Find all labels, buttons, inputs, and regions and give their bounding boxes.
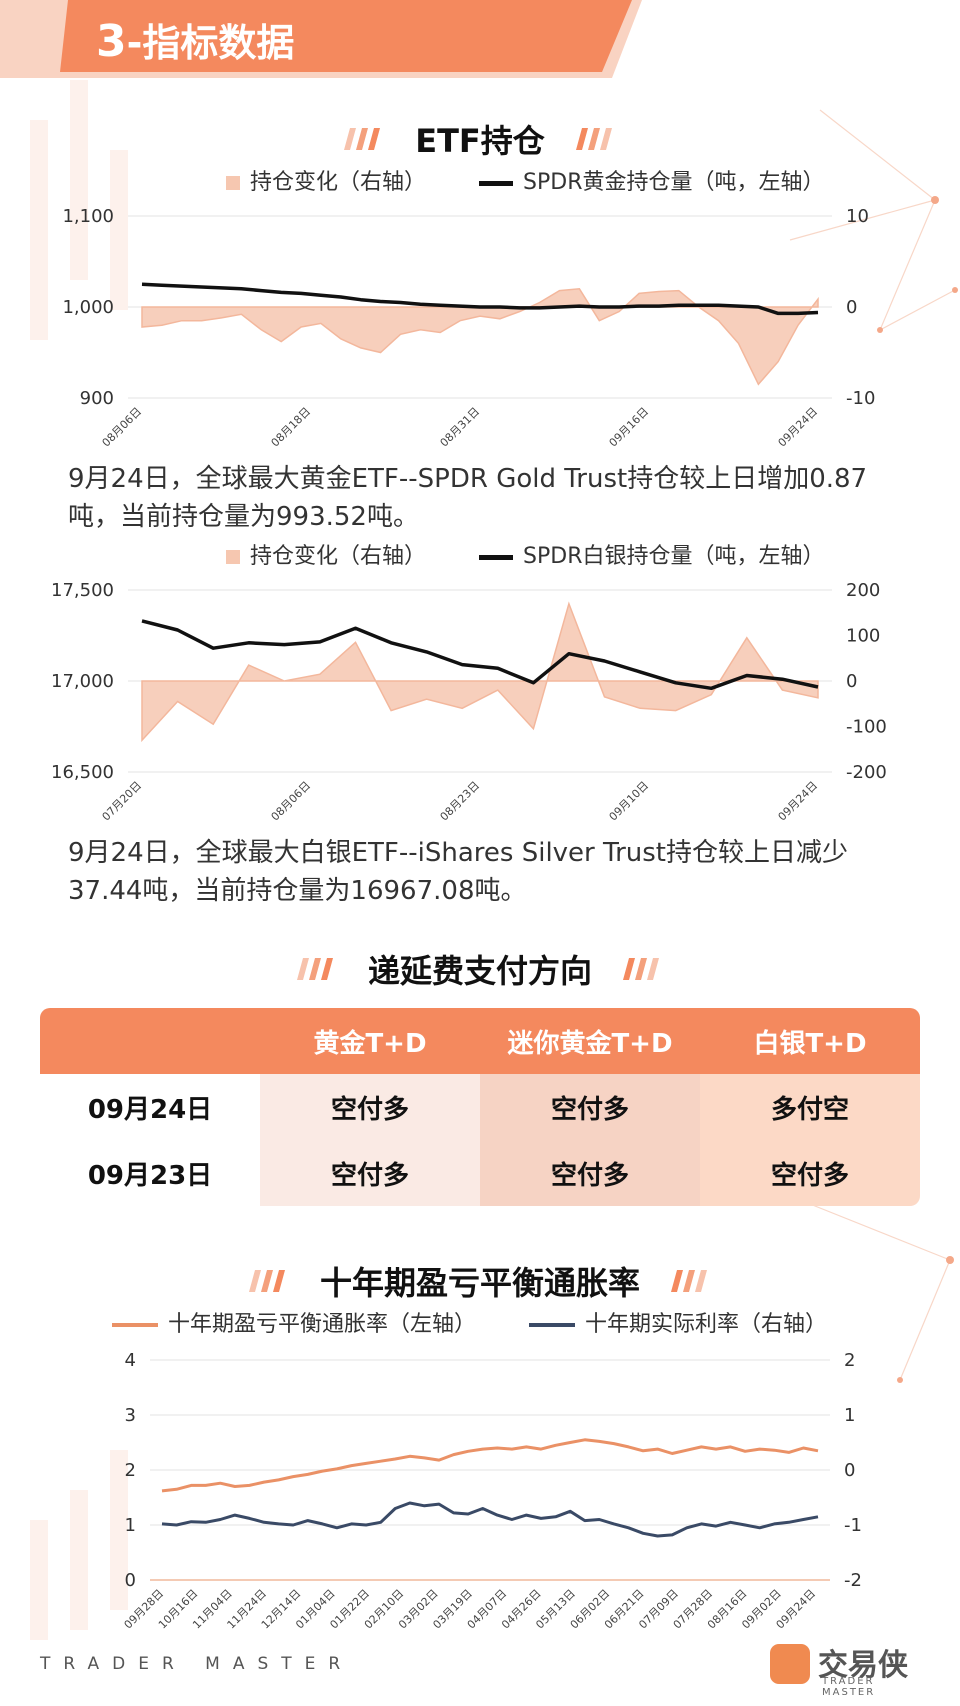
stripes-left-icon [296, 958, 333, 980]
fee-header-mini-gold: 迷你黄金T+D [480, 1008, 700, 1074]
y-left-tick-label: 1,000 [62, 297, 114, 318]
fee-mini-gold-cell: 空付多 [480, 1140, 700, 1206]
line-series-breakeven [161, 1438, 819, 1493]
fee-header-gold: 黄金T+D [260, 1008, 480, 1074]
etf-title-block: ETF持仓 [0, 116, 960, 162]
logo: 交易侠 TRADER MASTER [770, 1640, 930, 1698]
x-tick-label: 08月23日 [438, 779, 483, 824]
gold-etf-chart: 900 1,000 1,100 -10 0 10 08月06日 08月18日 08月31日 09月… [62, 206, 875, 450]
y-right-tick-label: 2 [844, 1350, 855, 1371]
line-series-holdings [141, 619, 819, 691]
y-right-tick-label: 100 [846, 626, 880, 647]
gold-legend-area: 持仓变化（右轴） [250, 170, 427, 195]
y-left-tick-label: 16,500 [51, 762, 114, 783]
fee-title: 递延费支付方向 [367, 952, 592, 990]
gold-legend: 持仓变化（右轴） SPDR黄金持仓量（吨，左轴） [226, 164, 870, 196]
x-tick-label: 09月24日 [776, 779, 821, 824]
y-right-tick-label: 200 [846, 580, 880, 601]
stripes-right-icon [671, 1270, 708, 1292]
inflation-legend: 十年期盈亏平衡通胀率（左轴） 十年期实际利率（右轴） [112, 1306, 827, 1338]
silver-etf-chart: 16,500 17,000 17,500 -200 -100 0 100 200 07月20日 0… [51, 580, 887, 824]
logo-icon [770, 1644, 810, 1684]
line-series-holdings [141, 282, 819, 316]
line-swatch [112, 1323, 158, 1327]
footer-brand-text: TRADER MASTER [40, 1654, 354, 1674]
fee-table: 黄金T+D 迷你黄金T+D 白银T+D 09月24日 空付多 空付多 多付空 0… [40, 1008, 920, 1206]
x-tick-label: 08月18日 [269, 405, 314, 450]
x-tick-label: 07月20日 [100, 779, 145, 824]
y-right-tick-label: 0 [846, 671, 857, 692]
section-number: 3 [96, 16, 127, 67]
header-band [0, 0, 642, 78]
fee-silver-cell: 空付多 [700, 1140, 920, 1206]
line-series-real-rate [161, 1501, 819, 1538]
area-series-holding-change [141, 288, 819, 386]
etf-title: ETF持仓 [415, 122, 545, 160]
y-right-tick-label: 1 [844, 1405, 855, 1426]
y-left-tick-label: 3 [125, 1405, 136, 1426]
fee-gold-cell: 空付多 [260, 1074, 480, 1140]
y-right-tick-label: -10 [846, 388, 875, 409]
stripes-left-icon [248, 1270, 285, 1292]
y-right-tick-label: 0 [844, 1460, 855, 1481]
logo-sub: TRADER MASTER [822, 1676, 876, 1698]
inflation-legend-1: 十年期盈亏平衡通胀率（左轴） [168, 1312, 477, 1337]
stripes-left-icon [344, 128, 381, 150]
gold-description: 9月24日，全球最大黄金ETF--SPDR Gold Trust持仓较上日增加0… [68, 464, 868, 532]
line-swatch [479, 180, 514, 186]
y-right-tick-label: 0 [846, 297, 857, 318]
fee-silver-cell: 多付空 [700, 1074, 920, 1140]
section-header: 3-指标数据 [96, 12, 294, 67]
y-right-tick-label: -100 [846, 717, 887, 738]
y-left-tick-label: 2 [125, 1460, 136, 1481]
fee-header-silver: 白银T+D [700, 1008, 920, 1074]
y-left-tick-label: 900 [80, 388, 114, 409]
x-tick-label: 08月06日 [269, 779, 314, 824]
gold-legend-line: SPDR黄金持仓量（吨，左轴） [523, 170, 825, 195]
inflation-chart: 01234-2-101209月28日10月16日11月04日11月24日12月1… [122, 1350, 862, 1631]
y-right-tick-label: -2 [844, 1570, 862, 1591]
fee-date: 09月24日 [40, 1074, 260, 1140]
y-left-tick-label: 17,500 [51, 580, 114, 601]
y-left-tick-label: 1,100 [62, 206, 114, 227]
y-left-tick-label: 17,000 [51, 671, 114, 692]
stripes-right-icon [623, 958, 660, 980]
x-tick-label: 09月16日 [607, 405, 652, 450]
inflation-title-block: 十年期盈亏平衡通胀率 [0, 1258, 960, 1304]
silver-legend: 持仓变化（右轴） SPDR白银持仓量（吨，左轴） [226, 538, 870, 570]
inflation-title: 十年期盈亏平衡通胀率 [319, 1264, 640, 1302]
table-row: 09月23日 空付多 空付多 空付多 [40, 1140, 920, 1206]
silver-legend-line: SPDR白银持仓量（吨，左轴） [523, 544, 825, 569]
stripes-right-icon [575, 128, 612, 150]
section-title: -指标数据 [126, 21, 295, 65]
area-swatch [226, 176, 240, 190]
area-swatch [226, 550, 240, 564]
y-right-tick-label: -1 [844, 1515, 862, 1536]
fee-header-row: 黄金T+D 迷你黄金T+D 白银T+D [40, 1008, 920, 1074]
fee-mini-gold-cell: 空付多 [480, 1074, 700, 1140]
y-left-tick-label: 1 [125, 1515, 136, 1536]
fee-title-block: 递延费支付方向 [0, 946, 960, 992]
silver-legend-area: 持仓变化（右轴） [250, 544, 427, 569]
y-left-tick-label: 0 [125, 1570, 136, 1591]
x-tick-label: 09月24日 [776, 405, 821, 450]
y-right-tick-label: 10 [846, 206, 869, 227]
table-row: 09月24日 空付多 空付多 多付空 [40, 1074, 920, 1140]
fee-date: 09月23日 [40, 1140, 260, 1206]
logo-name: 交易侠 [818, 1648, 908, 1683]
silver-description: 9月24日，全球最大白银ETF--iShares Silver Trust持仓较… [68, 838, 848, 906]
line-swatch [529, 1323, 576, 1327]
x-tick-label: 09月10日 [607, 779, 652, 824]
line-swatch [479, 554, 514, 560]
y-left-tick-label: 4 [125, 1350, 136, 1371]
fee-header-blank [40, 1008, 260, 1074]
fee-gold-cell: 空付多 [260, 1140, 480, 1206]
x-tick-label: 08月06日 [100, 405, 145, 450]
inflation-legend-2: 十年期实际利率（右轴） [585, 1312, 828, 1337]
x-tick-label: 08月31日 [438, 405, 483, 450]
area-series-holding-change [141, 601, 819, 743]
y-right-tick-label: -200 [846, 762, 887, 783]
